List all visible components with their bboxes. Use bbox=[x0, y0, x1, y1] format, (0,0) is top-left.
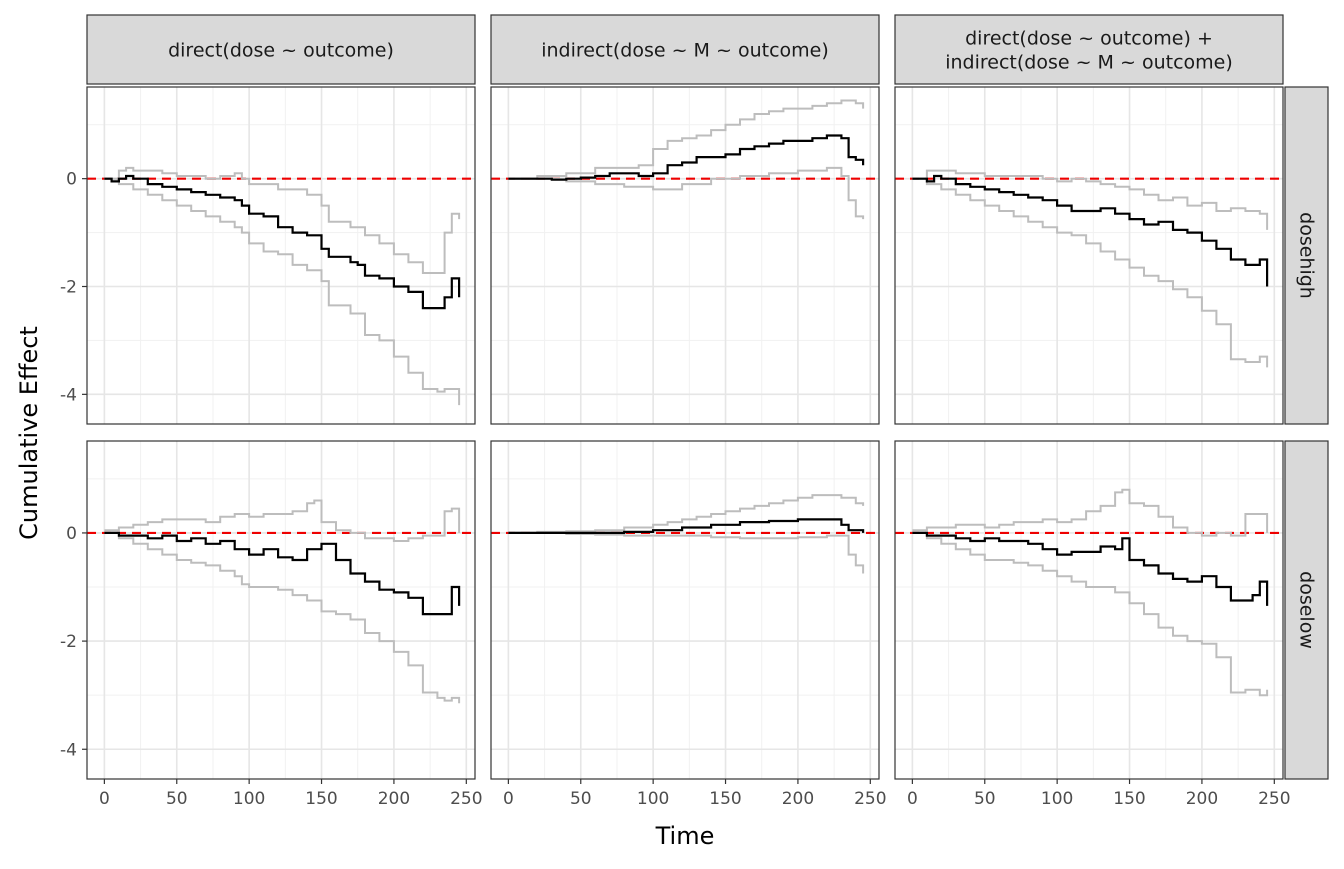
x-tick-label: 150 bbox=[1113, 789, 1145, 809]
y-tick-label: -2 bbox=[60, 632, 77, 652]
panel-border bbox=[86, 440, 476, 780]
panel-background bbox=[895, 441, 1283, 779]
series-line-upper bbox=[912, 169, 1269, 230]
y-tick-label: -2 bbox=[60, 278, 77, 298]
y-tick-label: 0 bbox=[66, 170, 77, 190]
panel-border bbox=[490, 86, 880, 425]
facet-strip-label-row: dosehigh bbox=[1296, 212, 1318, 299]
series-line-estimate bbox=[912, 531, 1269, 606]
series-line-lower bbox=[508, 531, 865, 574]
panel-border bbox=[86, 86, 476, 425]
panel-background bbox=[491, 87, 879, 424]
x-tick-label: 100 bbox=[637, 789, 669, 809]
series-line-upper bbox=[104, 166, 461, 274]
x-tick-label: 200 bbox=[1186, 789, 1218, 809]
x-tick-label: 50 bbox=[974, 789, 996, 809]
panel-background bbox=[895, 87, 1283, 424]
series-line-lower bbox=[104, 177, 461, 406]
y-axis-title: Cumulative Effect bbox=[15, 326, 43, 540]
series-line-estimate bbox=[508, 518, 865, 534]
x-tick-label: 250 bbox=[450, 789, 482, 809]
facet-strip-label-column: direct(dose ~ outcome) bbox=[168, 40, 394, 62]
x-tick-label: 0 bbox=[99, 789, 110, 809]
series-line-lower bbox=[104, 531, 461, 704]
series-line-lower bbox=[912, 531, 1269, 697]
x-axis-title: Time bbox=[655, 822, 715, 850]
series-line-upper bbox=[104, 499, 461, 542]
y-tick-label: 0 bbox=[66, 524, 77, 544]
series-line-estimate bbox=[104, 531, 461, 616]
panel-background bbox=[491, 441, 879, 779]
series-line-lower bbox=[912, 177, 1269, 368]
panel-background bbox=[87, 87, 475, 424]
x-tick-label: 100 bbox=[233, 789, 265, 809]
facet-strip-row bbox=[1284, 440, 1329, 780]
facet-strip-label-column: indirect(dose ~ M ~ outcome) bbox=[541, 40, 829, 62]
panel-border bbox=[894, 440, 1284, 780]
panel-border bbox=[490, 440, 880, 780]
facet-strip-column bbox=[490, 14, 880, 85]
facet-strip-row bbox=[1284, 86, 1329, 425]
series-line-estimate bbox=[912, 174, 1269, 287]
facet-strip-label-column: direct(dose ~ outcome) + bbox=[965, 28, 1213, 50]
panel-background bbox=[87, 441, 475, 779]
series-line-upper bbox=[508, 99, 865, 180]
x-tick-label: 150 bbox=[709, 789, 741, 809]
series-line-lower bbox=[508, 166, 865, 220]
x-tick-label: 0 bbox=[907, 789, 918, 809]
y-tick-label: -4 bbox=[60, 740, 77, 760]
x-tick-label: 200 bbox=[378, 789, 410, 809]
facet-strip-column bbox=[86, 14, 476, 85]
facet-strip-label-row: doselow bbox=[1296, 571, 1318, 649]
panel-border bbox=[894, 86, 1284, 425]
facet-strip-label-column: indirect(dose ~ M ~ outcome) bbox=[945, 52, 1233, 74]
x-tick-label: 0 bbox=[503, 789, 514, 809]
series-line-upper bbox=[508, 494, 865, 534]
series-line-estimate bbox=[508, 134, 865, 181]
x-tick-label: 50 bbox=[570, 789, 592, 809]
series-line-upper bbox=[912, 488, 1269, 537]
facet-strip-column bbox=[894, 14, 1284, 85]
x-tick-label: 150 bbox=[305, 789, 337, 809]
y-tick-label: -4 bbox=[60, 385, 77, 405]
x-tick-label: 200 bbox=[782, 789, 814, 809]
series-line-estimate bbox=[104, 174, 461, 310]
x-tick-label: 100 bbox=[1041, 789, 1073, 809]
x-tick-label: 250 bbox=[854, 789, 886, 809]
x-tick-label: 50 bbox=[166, 789, 188, 809]
x-tick-label: 250 bbox=[1258, 789, 1290, 809]
